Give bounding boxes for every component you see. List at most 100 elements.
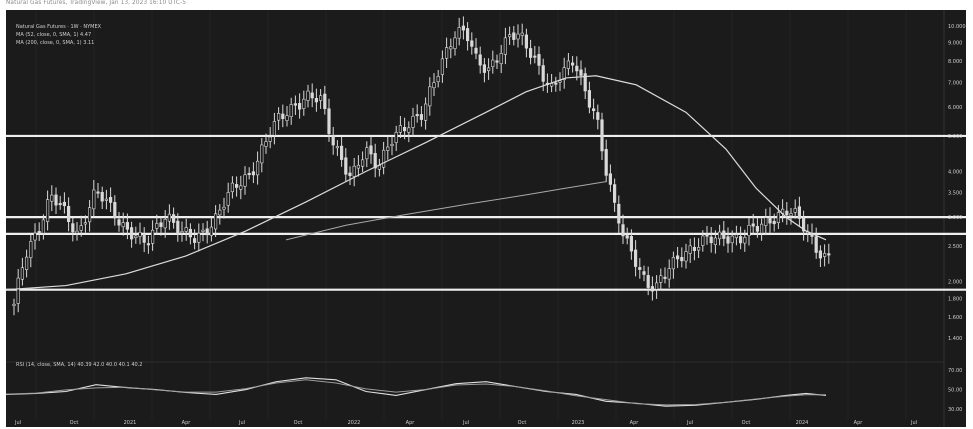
candle-body (184, 227, 188, 232)
candle-body (45, 199, 50, 222)
oscillator-legend: RSI (14, close, SMA, 14) 40.39 42.0 40.0… (16, 362, 143, 368)
candle-body (172, 214, 176, 223)
candle-body (394, 132, 398, 143)
candle-body (214, 213, 218, 230)
candle-body (117, 219, 121, 226)
candle-body (243, 174, 247, 187)
candle-body (197, 232, 201, 243)
candle-body (663, 276, 667, 279)
candle-body (617, 203, 621, 224)
y-tick-label: 8.000 (948, 59, 962, 65)
candle-body (726, 236, 730, 244)
x-tick-label: Apr (406, 420, 416, 426)
candle-body (801, 217, 806, 232)
candle-body (818, 250, 822, 259)
candle-body (495, 60, 499, 63)
candle-body (696, 247, 701, 251)
candle-body (251, 171, 256, 176)
oscillator-tick-label: 70.00 (948, 368, 962, 374)
y-tick-label: 7.000 (948, 80, 962, 86)
candle-body (37, 231, 41, 234)
candle-body (302, 98, 306, 109)
x-tick-label: Oct (742, 420, 751, 426)
candle-body (323, 93, 327, 110)
candle-body (24, 256, 29, 270)
candle-body (29, 241, 33, 258)
candle-body (293, 103, 298, 106)
candle-body (180, 231, 184, 234)
candle-body (499, 53, 503, 65)
y-tick-label: 2.500 (948, 244, 962, 250)
candle-body (113, 202, 117, 219)
candle-body (272, 121, 277, 136)
candle-body (335, 146, 340, 149)
candle-body (352, 165, 356, 177)
trading-chart[interactable]: Natural Gas Futures · 1W · NYMEX MA (52,… (6, 10, 966, 427)
candle-body (436, 76, 440, 82)
candle-body (327, 108, 331, 134)
candle-body (339, 145, 344, 160)
candle-body (507, 34, 512, 38)
candle-body (360, 159, 365, 167)
candle-body (827, 253, 831, 256)
candle-body (621, 224, 625, 237)
candle-body (377, 165, 382, 170)
candle-body (684, 251, 688, 262)
y-tick-label: 5.000 (948, 134, 962, 140)
candle-body (402, 127, 407, 132)
candle-body (562, 67, 566, 80)
candle-body (730, 235, 734, 244)
candle-body (12, 303, 16, 306)
candle-body (486, 67, 491, 71)
candle-body (785, 210, 789, 216)
candle-body (688, 245, 692, 254)
y-tick-label: 3.500 (948, 191, 962, 197)
candle-body (457, 27, 461, 39)
x-tick-label: 2024 (796, 420, 809, 426)
candle-body (281, 113, 285, 119)
candle-body (92, 189, 96, 210)
oscillator-tick-label: 30.00 (948, 407, 962, 413)
candle-body (722, 230, 726, 239)
candle-body (226, 192, 230, 206)
candle-body (428, 86, 432, 107)
candle-body (121, 222, 125, 228)
candle-body (793, 208, 797, 213)
candle-body (680, 257, 684, 262)
candle-body (71, 223, 75, 233)
candle-body (759, 223, 764, 234)
candle-body (558, 80, 562, 83)
candle-body (268, 136, 272, 142)
candle-body (306, 90, 310, 101)
candle-body (717, 231, 722, 240)
legend-ma-short: MA (52, close, 0, SMA, 1) 4.47 (16, 32, 92, 38)
candle-body (381, 149, 386, 168)
candle-body (713, 237, 717, 245)
candle-body (411, 115, 415, 128)
candle-body (566, 60, 570, 69)
legend-ma-long: MA (200, close, 0, SMA, 1) 3.11 (16, 40, 95, 46)
candle-body (667, 268, 671, 280)
candle-body (33, 232, 37, 241)
candle-body (541, 65, 545, 82)
x-tick-label: 2023 (572, 420, 585, 426)
candle-body (709, 236, 713, 244)
candle-body (222, 206, 226, 210)
candle-body (423, 103, 428, 121)
candle-body (659, 275, 663, 283)
candle-body (654, 282, 659, 290)
y-tick-label: 10.000 (948, 24, 966, 30)
x-tick-label: Oct (518, 420, 527, 426)
legend-symbol: Natural Gas Futures · 1W · NYMEX (16, 24, 102, 30)
y-tick-label: 1.800 (948, 296, 962, 302)
candle-body (318, 95, 323, 101)
candle-body (146, 243, 151, 246)
candle-body (289, 104, 293, 117)
candle-body (407, 127, 411, 133)
candle-body (537, 54, 541, 66)
moving-average-long (285, 181, 607, 241)
candle-body (797, 206, 801, 219)
y-tick-label: 1.400 (948, 336, 962, 342)
candle-body (369, 145, 373, 155)
candle-body (512, 32, 516, 40)
